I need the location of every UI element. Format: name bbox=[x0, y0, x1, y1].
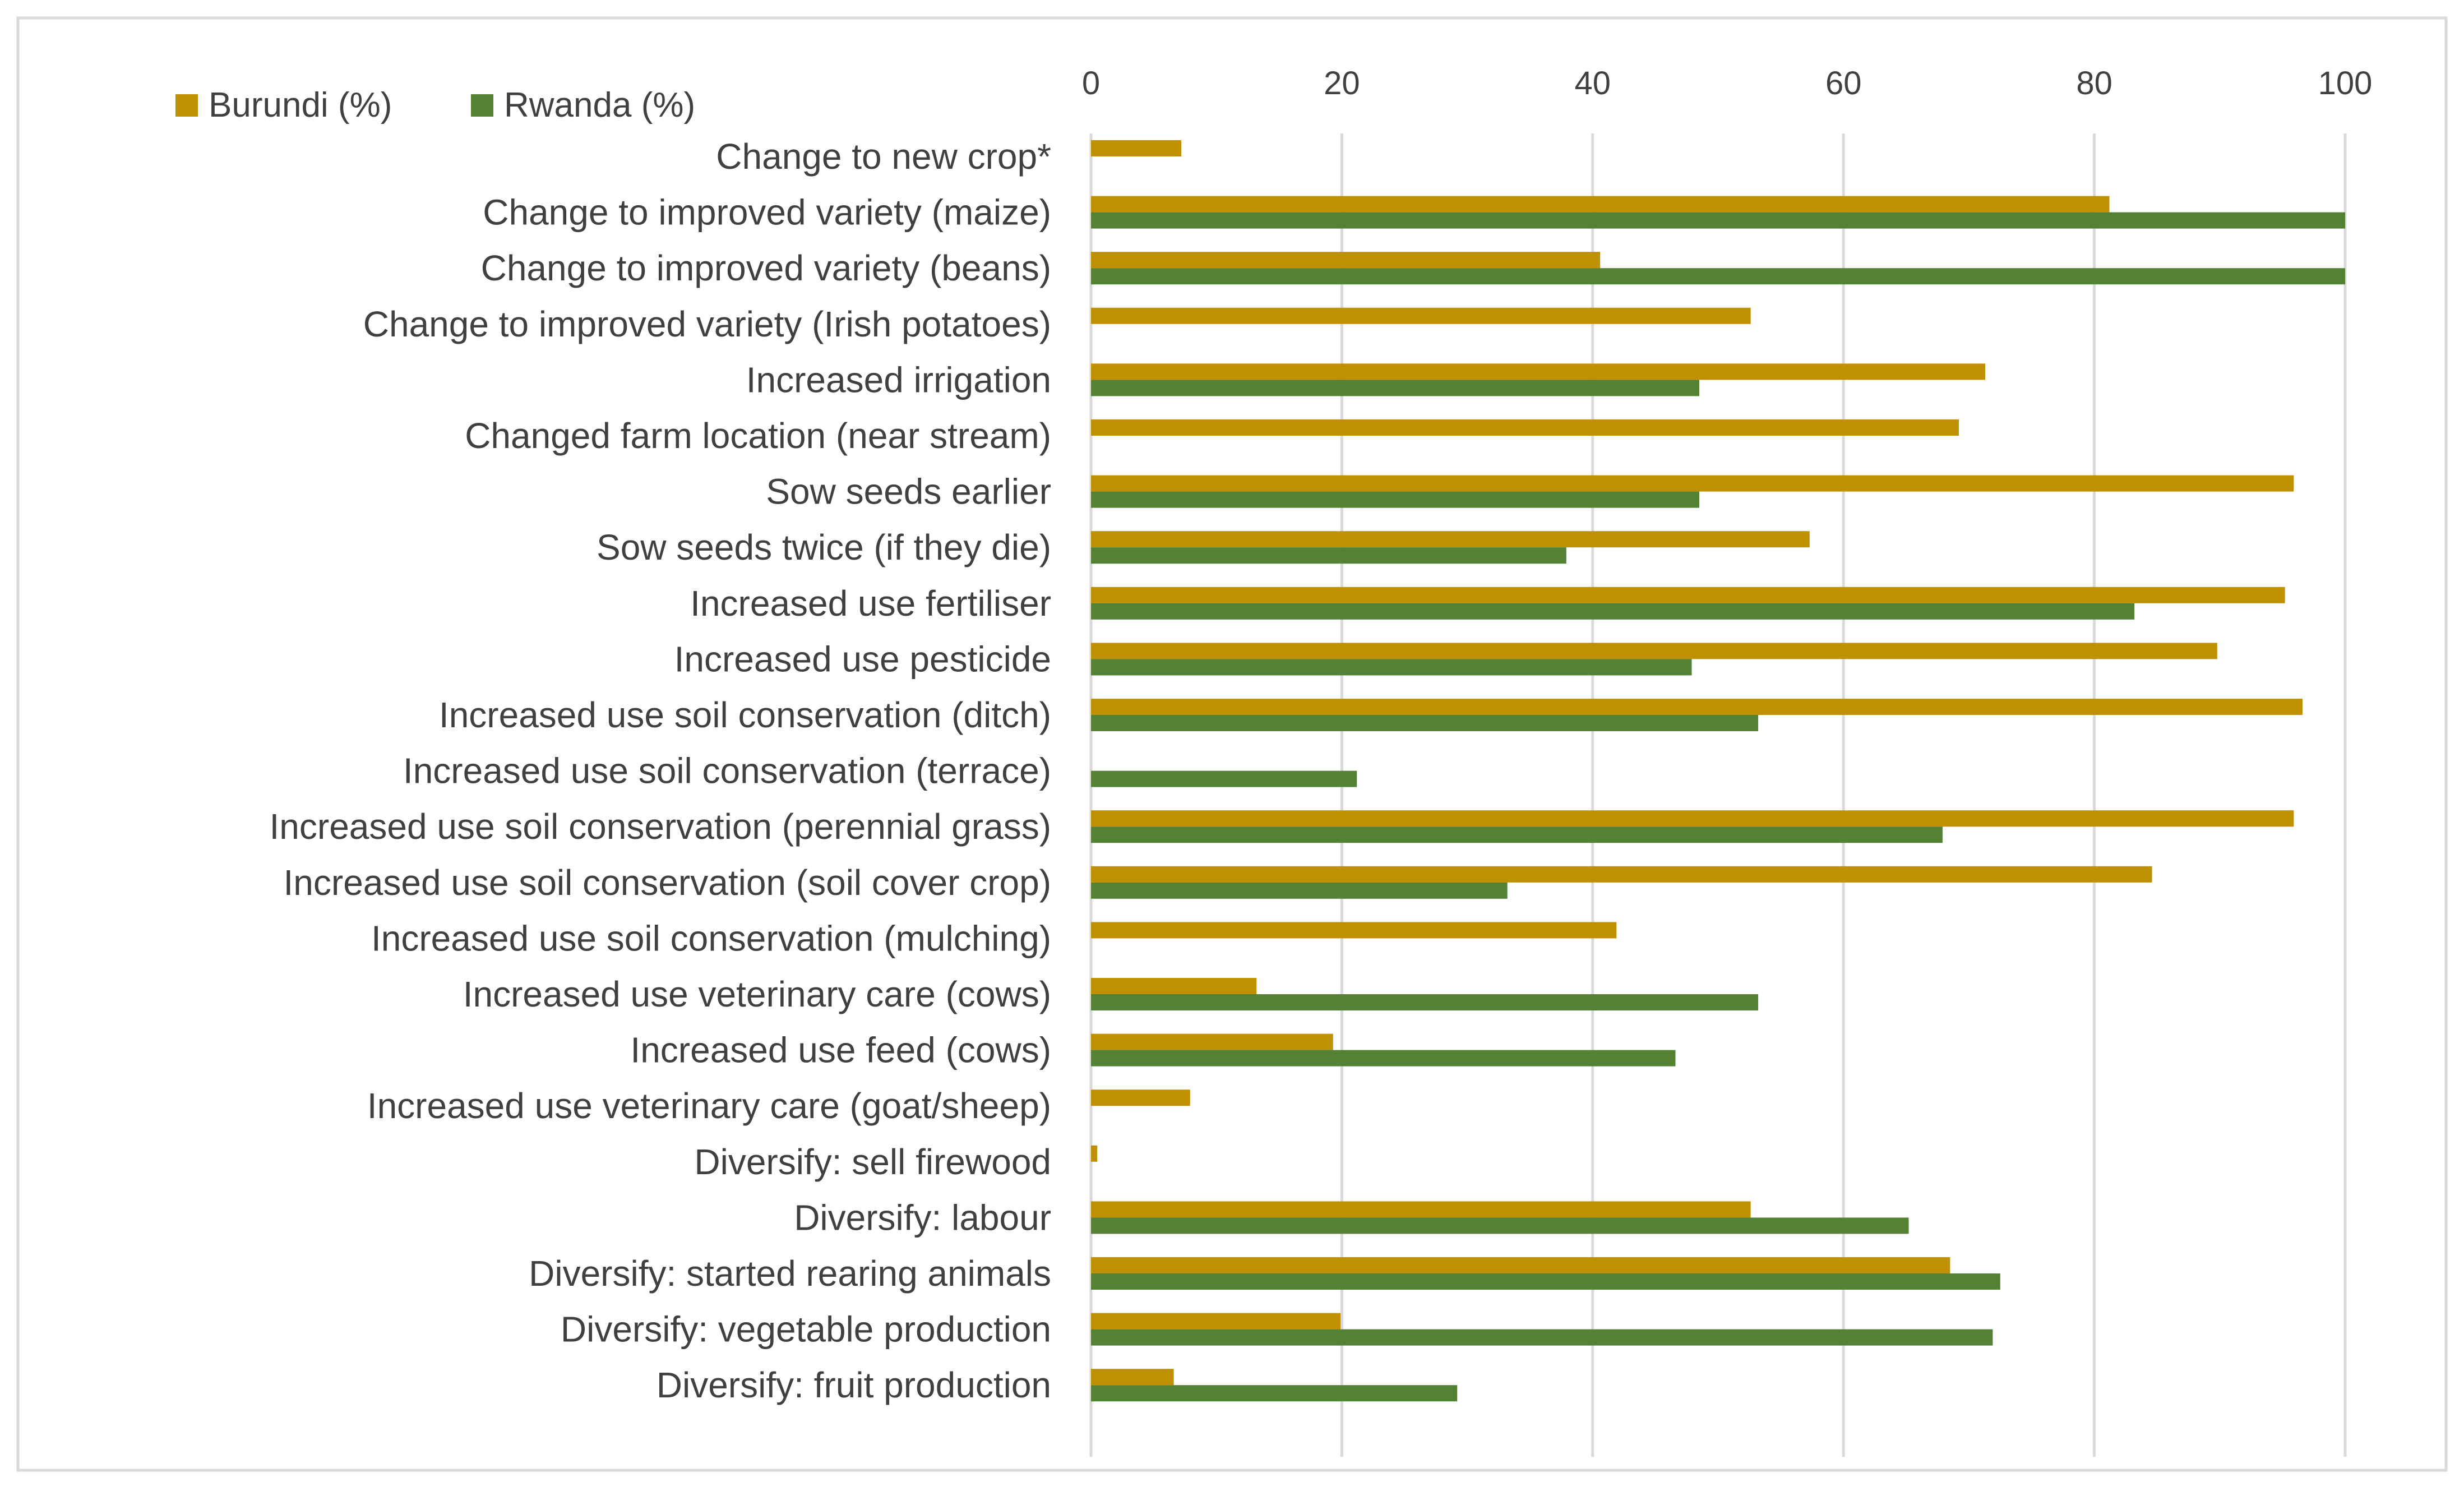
bar-rwanda-diversify-started-rearing-animals bbox=[1091, 1273, 2000, 1290]
bar-rwanda-increased-use-soil-conservation-terrace bbox=[1091, 770, 1357, 787]
bar-burundi-increased-irrigation bbox=[1091, 363, 1985, 380]
category-label-diversify-sell-firewood: Diversify: sell firewood bbox=[694, 1142, 1051, 1182]
category-label-sow-seeds-earlier: Sow seeds earlier bbox=[766, 472, 1051, 512]
bar-burundi-increased-use-fertiliser bbox=[1091, 587, 2285, 603]
legend: Burundi (%) Rwanda (%) bbox=[175, 86, 695, 124]
bar-burundi-increased-use-feed-cows bbox=[1091, 1033, 1333, 1050]
x-tick-label-0: 0 bbox=[1082, 65, 1100, 101]
x-tick-label-60: 60 bbox=[1825, 65, 1862, 101]
category-labels: Change to new crop* Change to improved va… bbox=[270, 136, 1052, 1405]
bars bbox=[1091, 140, 2345, 1402]
bar-burundi-diversify-labour bbox=[1091, 1201, 1751, 1218]
x-tick-label-20: 20 bbox=[1324, 65, 1360, 101]
bar-rwanda-increased-use-soil-conservation-perennial-grass bbox=[1091, 827, 1943, 843]
bar-burundi-increased-use-soil-conservation-ditch bbox=[1091, 699, 2303, 715]
category-label-increased-use-soil-conservation-ditch: Increased use soil conservation (ditch) bbox=[439, 695, 1051, 735]
bar-burundi-diversify-fruit-production bbox=[1091, 1369, 1174, 1386]
category-label-increased-use-soil-conservation-soil-cover-crop: Increased use soil conservation (soil co… bbox=[284, 862, 1052, 903]
bar-burundi-sow-seeds-twice-if-they-die bbox=[1091, 531, 1810, 548]
category-label-increased-use-soil-conservation-mulching: Increased use soil conservation (mulchin… bbox=[371, 918, 1051, 958]
x-tick-label-40: 40 bbox=[1575, 65, 1611, 101]
bar-burundi-change-to-improved-variety-irish-potatoes bbox=[1091, 307, 1751, 324]
gridlines bbox=[1089, 133, 2347, 1457]
bar-burundi-diversify-sell-firewood bbox=[1091, 1145, 1098, 1162]
bar-burundi-diversify-started-rearing-animals bbox=[1091, 1257, 1950, 1273]
x-tick-label-100: 100 bbox=[2318, 65, 2373, 101]
bar-rwanda-increased-use-veterinary-care-cows bbox=[1091, 994, 1759, 1010]
legend-swatch-rwanda bbox=[471, 94, 493, 117]
bar-rwanda-change-to-improved-variety-maize bbox=[1091, 212, 2345, 229]
category-label-increased-use-soil-conservation-terrace: Increased use soil conservation (terrace… bbox=[403, 751, 1051, 791]
bar-rwanda-sow-seeds-earlier bbox=[1091, 491, 1699, 508]
category-label-diversify-fruit-production: Diversify: fruit production bbox=[657, 1365, 1051, 1405]
bar-burundi-increased-use-pesticide bbox=[1091, 643, 2217, 659]
chart-border bbox=[16, 16, 2448, 1472]
category-label-diversify-labour: Diversify: labour bbox=[794, 1197, 1051, 1238]
bar-rwanda-increased-irrigation bbox=[1091, 380, 1699, 396]
bar-burundi-changed-farm-location-near-stream bbox=[1091, 419, 1959, 436]
bar-burundi-increased-use-veterinary-care-cows bbox=[1091, 978, 1257, 994]
category-label-changed-farm-location-near-stream: Changed farm location (near stream) bbox=[465, 416, 1051, 456]
bar-rwanda-diversify-fruit-production bbox=[1091, 1385, 1458, 1402]
bar-burundi-sow-seeds-earlier bbox=[1091, 475, 2294, 492]
category-label-increased-use-veterinary-care-cows: Increased use veterinary care (cows) bbox=[463, 974, 1051, 1014]
category-label-diversify-started-rearing-animals: Diversify: started rearing animals bbox=[529, 1253, 1051, 1294]
bar-burundi-increased-use-veterinary-care-goat-sheep bbox=[1091, 1090, 1190, 1106]
bar-rwanda-increased-use-feed-cows bbox=[1091, 1050, 1676, 1067]
bar-burundi-change-to-new-crop bbox=[1091, 140, 1182, 156]
bar-burundi-increased-use-soil-conservation-perennial-grass bbox=[1091, 810, 2294, 827]
legend-label-rwanda: Rwanda (%) bbox=[504, 86, 695, 124]
bar-burundi-change-to-improved-variety-beans bbox=[1091, 252, 1601, 269]
category-label-increased-use-pesticide: Increased use pesticide bbox=[674, 639, 1051, 679]
category-label-increased-use-fertiliser: Increased use fertiliser bbox=[690, 583, 1051, 624]
category-label-increased-use-feed-cows: Increased use feed (cows) bbox=[630, 1030, 1051, 1070]
category-label-increased-use-veterinary-care-goat-sheep: Increased use veterinary care (goat/shee… bbox=[367, 1086, 1051, 1126]
category-label-change-to-new-crop: Change to new crop* bbox=[716, 136, 1051, 177]
category-label-change-to-improved-variety-irish-potatoes: Change to improved variety (Irish potato… bbox=[363, 304, 1051, 344]
category-label-increased-use-soil-conservation-perennial-grass: Increased use soil conservation (perenni… bbox=[270, 806, 1052, 847]
bar-burundi-increased-use-soil-conservation-mulching bbox=[1091, 922, 1617, 939]
category-label-diversify-vegetable-production: Diversify: vegetable production bbox=[561, 1309, 1051, 1350]
bar-burundi-increased-use-soil-conservation-soil-cover-crop bbox=[1091, 866, 2152, 883]
bar-rwanda-diversify-vegetable-production bbox=[1091, 1329, 1993, 1346]
category-label-increased-irrigation: Increased irrigation bbox=[746, 359, 1051, 400]
legend-swatch-burundi bbox=[175, 94, 198, 117]
bar-rwanda-increased-use-fertiliser bbox=[1091, 603, 2135, 620]
bar-rwanda-increased-use-pesticide bbox=[1091, 659, 1692, 676]
bar-rwanda-sow-seeds-twice-if-they-die bbox=[1091, 547, 1566, 564]
category-label-change-to-improved-variety-maize: Change to improved variety (maize) bbox=[483, 192, 1051, 233]
category-label-change-to-improved-variety-beans: Change to improved variety (beans) bbox=[481, 248, 1051, 288]
bar-rwanda-increased-use-soil-conservation-soil-cover-crop bbox=[1091, 882, 1508, 899]
legend-label-burundi: Burundi (%) bbox=[209, 86, 392, 124]
x-axis-ticks: 0 20 40 60 80 100 bbox=[1082, 65, 2373, 101]
bar-rwanda-change-to-improved-variety-beans bbox=[1091, 268, 2345, 285]
bar-rwanda-increased-use-soil-conservation-ditch bbox=[1091, 715, 1759, 731]
x-tick-label-80: 80 bbox=[2076, 65, 2112, 101]
bar-rwanda-diversify-labour bbox=[1091, 1217, 1909, 1234]
bar-burundi-diversify-vegetable-production bbox=[1091, 1313, 1341, 1330]
bar-burundi-change-to-improved-variety-maize bbox=[1091, 196, 2110, 213]
category-label-sow-seeds-twice-if-they-die: Sow seeds twice (if they die) bbox=[597, 527, 1051, 567]
